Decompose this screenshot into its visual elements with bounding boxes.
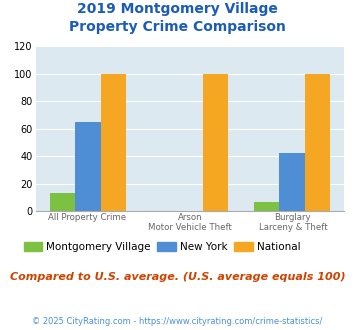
Text: All Property Crime: All Property Crime [48,213,126,222]
Text: Motor Vehicle Theft: Motor Vehicle Theft [148,223,232,232]
Bar [279,153,305,211]
Text: Property Crime Comparison: Property Crime Comparison [69,20,286,34]
Bar [254,202,279,211]
Text: Compared to U.S. average. (U.S. average equals 100): Compared to U.S. average. (U.S. average … [10,272,345,282]
Text: Burglary: Burglary [274,213,311,222]
Bar [203,74,228,211]
Text: © 2025 CityRating.com - https://www.cityrating.com/crime-statistics/: © 2025 CityRating.com - https://www.city… [32,317,323,326]
Bar [100,74,126,211]
Text: Larceny & Theft: Larceny & Theft [258,223,327,232]
Bar [50,193,75,211]
Bar [75,122,100,211]
Text: Arson: Arson [178,213,202,222]
Text: 2019 Montgomery Village: 2019 Montgomery Village [77,2,278,16]
Legend: Montgomery Village, New York, National: Montgomery Village, New York, National [20,238,305,256]
Bar [305,74,330,211]
